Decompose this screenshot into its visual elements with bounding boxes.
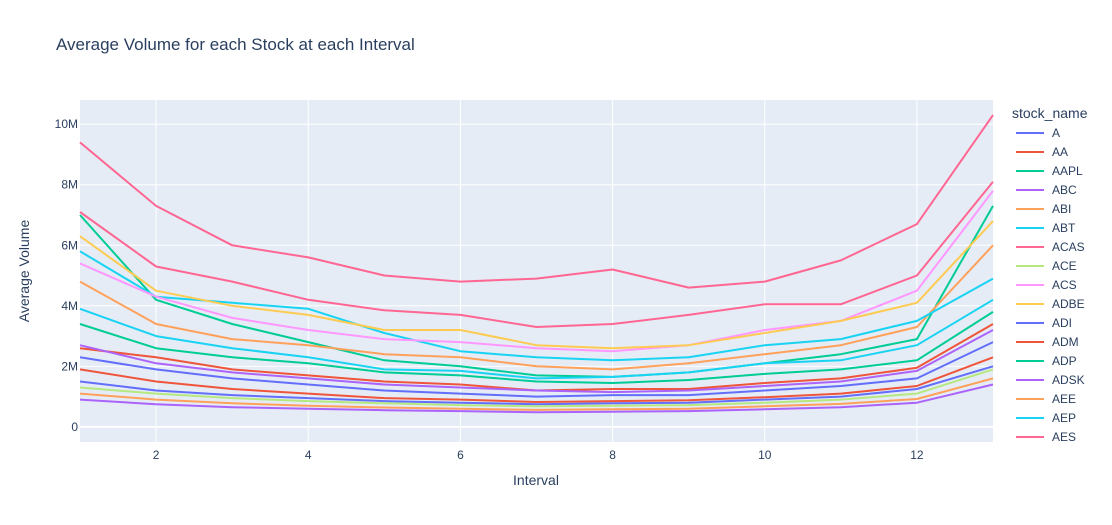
y-axis-title: Average Volume [16,220,32,323]
legend-item-adp[interactable]: ADP [1016,354,1077,368]
legend-item-abi[interactable]: ABI [1016,202,1071,216]
series-line-aep[interactable] [79,298,994,380]
series-line-adbe[interactable] [79,220,994,350]
legend-label: ABC [1052,183,1077,197]
series-line-adm[interactable] [79,356,994,403]
legend-item-adsk[interactable]: ADSK [1016,373,1085,387]
legend-label: AA [1052,145,1068,159]
series-line-aapl[interactable] [79,205,994,378]
series-line-ace[interactable] [79,368,994,408]
series-line-abt[interactable] [79,250,994,362]
legend-item-aee[interactable]: AEE [1016,392,1076,406]
legend-label: AES [1052,430,1076,444]
legend-label: ADSK [1052,373,1085,387]
legend-items: AAAAAPLABCABIABTACASACEACSADBEADIADMADPA… [1016,126,1085,444]
legend-label: AEE [1052,392,1076,406]
legend-label: ADP [1052,354,1077,368]
legend-label: ADM [1052,335,1079,349]
legend-item-abc[interactable]: ABC [1016,183,1077,197]
y-tick-label: 8M [61,178,78,192]
series-line-adi[interactable] [79,341,994,398]
series-line-acas[interactable] [79,114,994,289]
y-tick-label: 2M [61,359,78,373]
legend-label: A [1052,126,1060,140]
legend-item-acs[interactable]: ACS [1016,278,1077,292]
legend-item-aapl[interactable]: AAPL [1016,164,1083,178]
x-tick-label: 10 [758,448,772,462]
legend-item-aa[interactable]: AA [1016,145,1068,159]
legend-item-acas[interactable]: ACAS [1016,240,1085,254]
legend-label: ABI [1052,202,1071,216]
legend-item-adbe[interactable]: ADBE [1016,297,1085,311]
legend-item-abt[interactable]: ABT [1016,221,1076,235]
legend-label: ACAS [1052,240,1085,254]
series-line-aes[interactable] [79,181,994,328]
y-tick-label: 6M [61,238,78,252]
series-line-abi[interactable] [79,244,994,371]
x-tick-label: 2 [153,448,160,462]
y-tick-label: 10M [55,117,78,131]
series-line-abc[interactable] [79,383,994,414]
y-axis-ticks: 0 2M 4M 6M 8M 10M [55,117,79,434]
y-tick-label: 0 [71,420,78,434]
x-tick-label: 12 [910,448,924,462]
legend-item-adi[interactable]: ADI [1016,316,1072,330]
legend-label: ABT [1052,221,1076,235]
legend-label: ACS [1052,278,1077,292]
chart-title: Average Volume for each Stock at each In… [56,35,415,54]
y-tick-label: 4M [61,299,78,313]
legend-item-aes[interactable]: AES [1016,430,1076,444]
series-line-adsk[interactable] [79,329,994,394]
legend-label: ACE [1052,259,1077,273]
legend-item-adm[interactable]: ADM [1016,335,1079,349]
series-line-adp[interactable] [79,311,994,384]
legend: stock_name AAAAAPLABCABIABTACASACEACSADB… [1012,105,1088,444]
x-tick-label: 4 [305,448,312,462]
legend-label: AEP [1052,411,1076,425]
x-axis-title: Interval [513,472,559,488]
legend-title: stock_name [1012,105,1088,121]
series-line-a[interactable] [79,365,994,406]
x-axis-ticks: 2 4 6 8 10 12 [153,448,924,462]
legend-item-a[interactable]: A [1016,126,1060,140]
series-lines [79,114,994,414]
x-tick-label: 8 [609,448,616,462]
series-line-aee[interactable] [79,377,994,411]
legend-label: ADBE [1052,297,1085,311]
legend-item-aep[interactable]: AEP [1016,411,1076,425]
legend-label: AAPL [1052,164,1083,178]
legend-item-ace[interactable]: ACE [1016,259,1077,273]
x-tick-label: 6 [457,448,464,462]
legend-label: ADI [1052,316,1072,330]
